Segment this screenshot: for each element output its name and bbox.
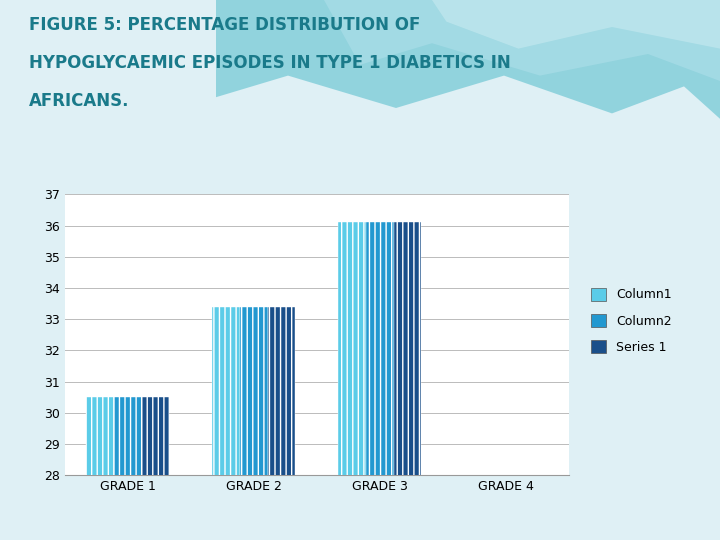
- Bar: [366, 222, 394, 540]
- Bar: [114, 397, 142, 540]
- Text: FIGURE 5: PERCENTAGE DISTRIBUTION OF: FIGURE 5: PERCENTAGE DISTRIBUTION OF: [29, 16, 420, 34]
- Polygon shape: [432, 0, 720, 49]
- Bar: [268, 307, 295, 540]
- Text: HYPOGLYCAEMIC EPISODES IN TYPE 1 DIABETICS IN: HYPOGLYCAEMIC EPISODES IN TYPE 1 DIABETI…: [29, 54, 510, 72]
- Polygon shape: [324, 0, 720, 81]
- Legend: Column1, Column2, Series 1: Column1, Column2, Series 1: [585, 281, 678, 360]
- Polygon shape: [216, 0, 720, 119]
- Bar: [240, 307, 268, 540]
- Text: AFRICANS.: AFRICANS.: [29, 92, 130, 110]
- Bar: [212, 307, 240, 540]
- Bar: [394, 222, 421, 540]
- Bar: [86, 397, 114, 540]
- Bar: [338, 222, 366, 540]
- Bar: [142, 397, 169, 540]
